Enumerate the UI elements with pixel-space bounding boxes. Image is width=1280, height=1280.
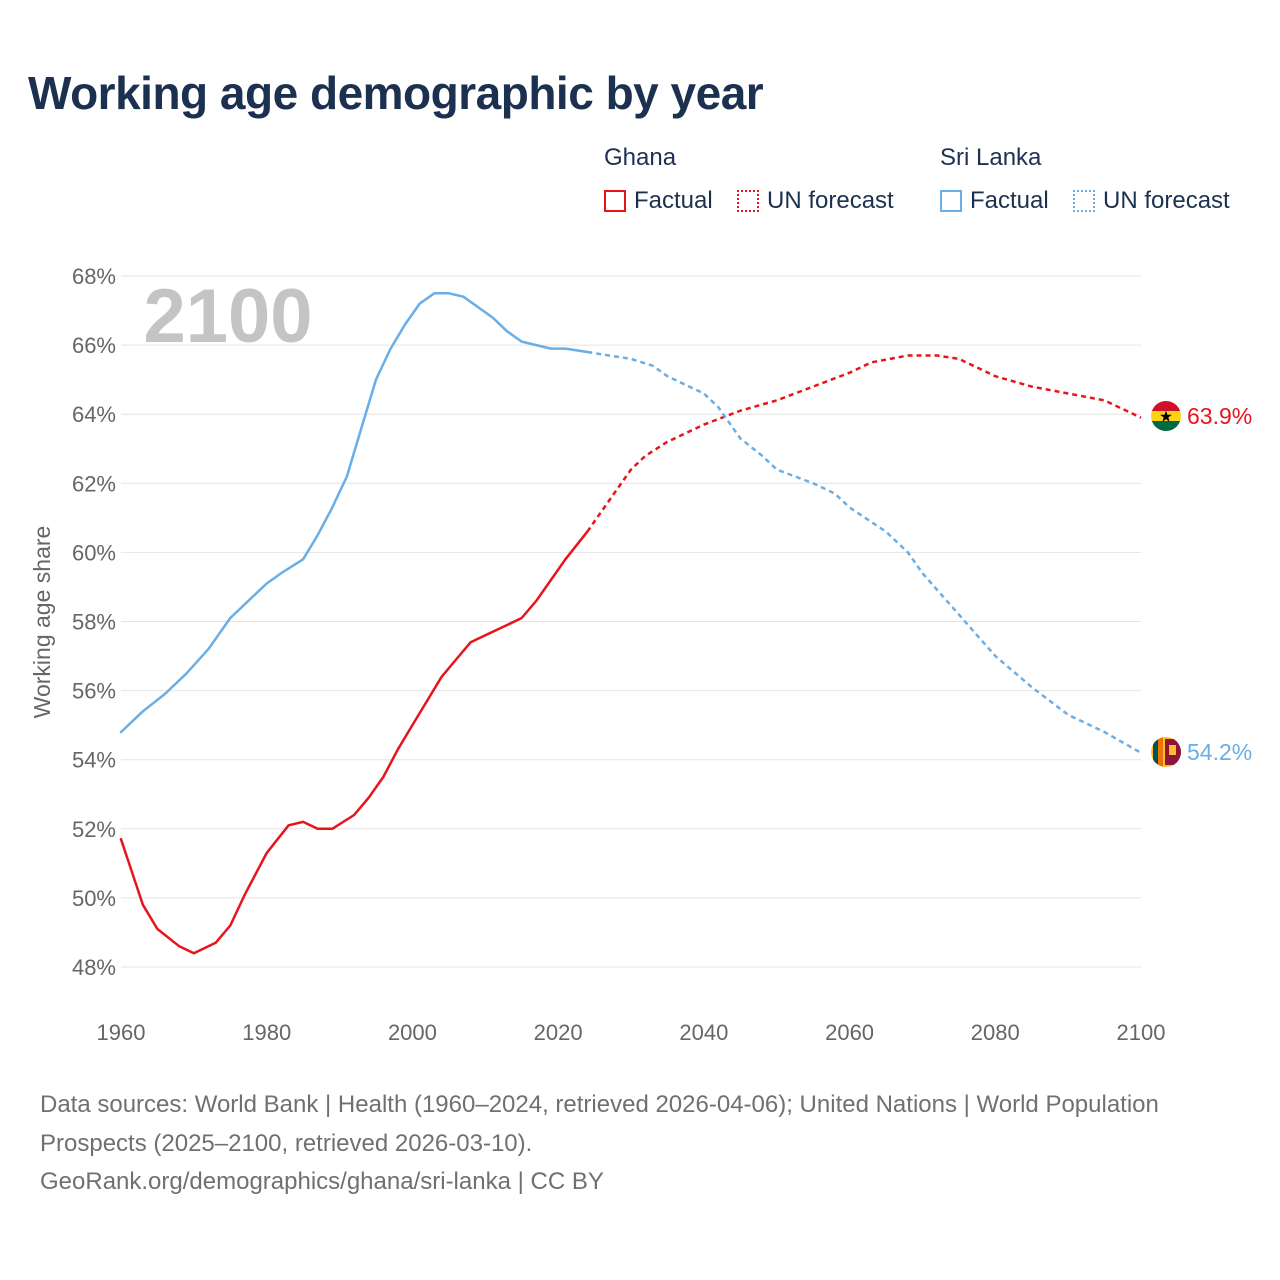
sri-lanka-flag-icon	[1151, 737, 1181, 767]
legend-label: UN forecast	[767, 187, 894, 214]
legend-label: Factual	[970, 187, 1049, 214]
page-title: Working age demographic by year	[28, 67, 764, 119]
sri-lanka-factual-line	[119, 292, 589, 734]
x-tick-label: 2060	[825, 1020, 874, 1045]
legend-swatch-solid-icon	[604, 190, 626, 212]
x-tick-label: 2100	[1117, 1020, 1166, 1045]
y-tick-label: 52%	[72, 817, 116, 842]
legend-ghana-forecast[interactable]: UN forecast	[737, 186, 894, 216]
x-tick-label: 2020	[534, 1020, 583, 1045]
x-axis-ticks: 1960 1980 2000 2020 2040 2060 2080 2100	[97, 1020, 1166, 1045]
gridlines	[121, 275, 1141, 968]
legend-sri-lanka-forecast[interactable]: UN forecast	[1073, 186, 1230, 216]
y-axis-label: Working age share	[29, 526, 55, 719]
legend-swatch-dotted-icon	[1073, 190, 1095, 212]
y-axis-ticks: 48% 50% 52% 54% 56% 58% 60% 62% 64% 66% 68%	[72, 264, 116, 980]
legend-sri-lanka-factual[interactable]: Factual	[940, 186, 1049, 216]
legend-swatch-solid-icon	[940, 190, 962, 212]
x-tick-label: 1960	[97, 1020, 146, 1045]
ghana-flag-icon	[1151, 401, 1181, 431]
x-tick-label: 2080	[971, 1020, 1020, 1045]
y-tick-label: 50%	[72, 886, 116, 911]
y-tick-label: 60%	[72, 540, 116, 565]
line-chart: 48%50%52%54%56%58%60%62%64%66%68% 1960 19…	[29, 264, 1252, 1045]
data-source-text: Data sources: World Bank | Health (1960–…	[40, 1091, 1159, 1157]
legend-label: UN forecast	[1103, 187, 1230, 214]
legend-ghana-factual[interactable]: Factual	[604, 186, 713, 216]
y-tick-label: 54%	[72, 748, 116, 773]
y-tick-label: 66%	[72, 333, 116, 358]
sri-lanka-forecast-line	[587, 350, 1142, 754]
attribution-link[interactable]: GeoRank.org/demographics/ghana/sri-lanka…	[40, 1168, 604, 1195]
x-tick-label: 1980	[242, 1020, 291, 1045]
y-tick-label: 68%	[72, 264, 116, 289]
legend-label: Factual	[634, 187, 713, 214]
y-tick-label: 56%	[72, 679, 116, 704]
y-tick-label: 64%	[72, 402, 116, 427]
legend-title-ghana: Ghana	[604, 144, 677, 171]
y-tick-label: 58%	[72, 610, 116, 635]
legend-swatch-dotted-icon	[737, 190, 759, 212]
legend-title-sri-lanka: Sri Lanka	[940, 144, 1042, 171]
ghana-factual-line	[119, 530, 589, 955]
ghana-forecast-line	[586, 354, 1142, 533]
x-tick-label: 2000	[388, 1020, 437, 1045]
sri-lanka-end-value: 54.2%	[1187, 739, 1252, 765]
year-overlay: 2100	[143, 274, 312, 359]
y-tick-label: 62%	[72, 471, 116, 496]
y-tick-label: 48%	[72, 955, 116, 980]
series-lines	[119, 292, 1142, 955]
x-tick-label: 2040	[679, 1020, 728, 1045]
ghana-end-value: 63.9%	[1187, 403, 1252, 429]
data-source-footer: Data sources: World Bank | Health (1960–…	[40, 1086, 1160, 1202]
